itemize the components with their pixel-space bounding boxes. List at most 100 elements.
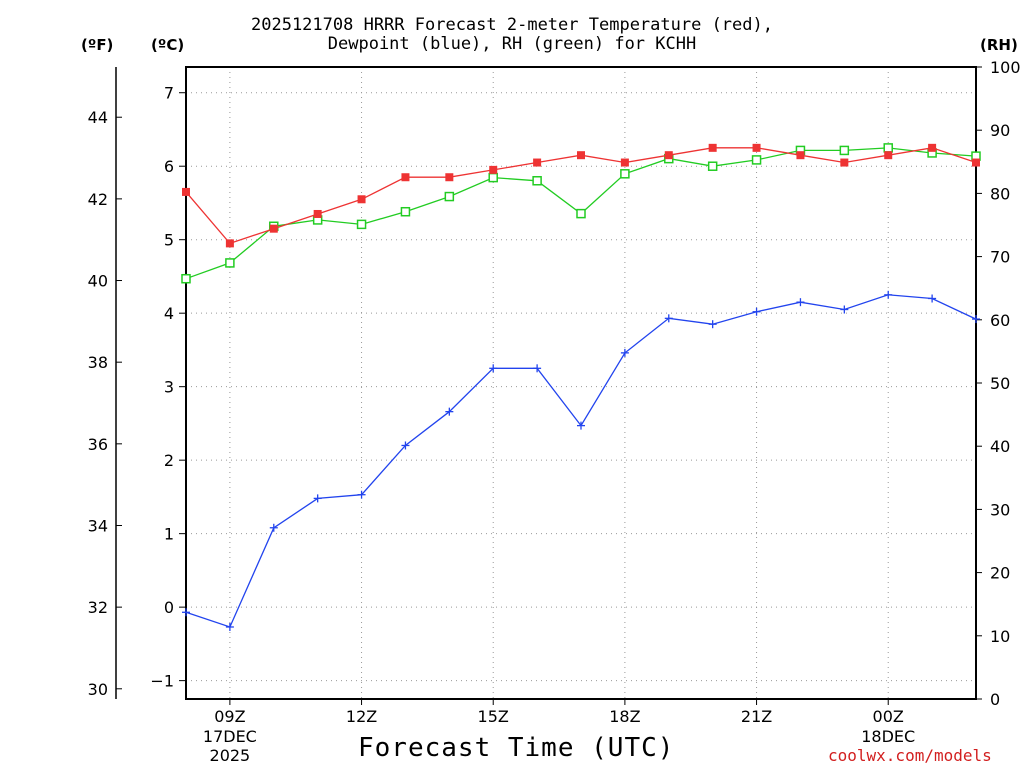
- temperature-point: [840, 158, 849, 167]
- dewpoint-line: [185, 294, 977, 628]
- fahrenheit-tick-label: 32: [88, 598, 108, 617]
- temperature-point: [972, 158, 980, 167]
- time-tick-label: 00Z: [873, 707, 904, 726]
- rh-point: [532, 176, 542, 186]
- celsius-axis: −1 0 1 2 3 4 5 6 7: [150, 84, 186, 691]
- rh-tick-label: 10: [990, 627, 1010, 646]
- fahrenheit-tick-label: 38: [88, 353, 108, 372]
- dewpoint-point: [884, 290, 893, 299]
- dewpoint-point: [269, 523, 278, 532]
- rh-tick-label: 80: [990, 184, 1010, 203]
- celsius-tick-label: 5: [164, 231, 174, 250]
- celsius-tick-label: 7: [164, 84, 174, 103]
- temperature-point: [533, 158, 542, 167]
- rh-tick-label: 30: [990, 500, 1010, 519]
- temperature-point: [664, 151, 673, 160]
- celsius-unit-label: (ºC): [151, 36, 185, 54]
- rh-point: [707, 161, 718, 171]
- dewpoint-point: [796, 298, 805, 307]
- rh-point: [839, 145, 850, 156]
- rh-point: [488, 172, 498, 183]
- rh-point: [400, 206, 411, 217]
- rh-tick-label: 20: [990, 564, 1010, 583]
- rh-unit-label: (RH): [980, 36, 1018, 54]
- dewpoint-point: [620, 348, 629, 357]
- dewpoint-point: [401, 441, 410, 450]
- fahrenheit-tick-label: 36: [88, 435, 108, 454]
- dewpoint-point: [225, 622, 234, 631]
- time-date-label: 17DEC: [203, 727, 257, 746]
- rh-point: [225, 258, 235, 268]
- time-tick-label: 18Z: [609, 707, 640, 726]
- temperature-point: [928, 143, 937, 152]
- rh-tick-label: 60: [990, 311, 1010, 330]
- temperature-point: [357, 195, 366, 204]
- time-tick-label: 15Z: [478, 707, 509, 726]
- rh-point: [576, 208, 586, 219]
- celsius-tick-label: 6: [164, 157, 174, 176]
- rh-series: [181, 143, 981, 284]
- celsius-tick-label: 3: [164, 378, 174, 397]
- temperature-point: [489, 165, 498, 174]
- grid-lines: [186, 67, 976, 699]
- dewpoint-point: [357, 490, 366, 499]
- dewpoint-point: [752, 307, 761, 316]
- time-date-label: 18DEC: [861, 727, 915, 746]
- fahrenheit-tick-label: 30: [88, 680, 108, 699]
- rh-tick-label: 70: [990, 248, 1010, 267]
- dewpoint-point: [664, 314, 673, 323]
- temperature-point: [182, 187, 190, 196]
- temperature-point: [445, 173, 454, 182]
- celsius-tick-label: 1: [164, 525, 174, 544]
- source-credit: coolwx.com/models: [828, 746, 992, 765]
- chart-title-line1: 2025121708 HRRR Forecast 2-meter Tempera…: [251, 15, 773, 35]
- dewpoint-point: [182, 608, 190, 617]
- dewpoint-point: [533, 364, 542, 373]
- rh-tick-label: 50: [990, 374, 1010, 393]
- fahrenheit-tick-label: 42: [88, 190, 108, 209]
- dewpoint-series: [182, 290, 980, 631]
- temperature-point: [620, 158, 629, 167]
- temperature-point: [313, 209, 322, 218]
- rh-tick-label: 100: [990, 58, 1021, 77]
- rh-point: [751, 155, 762, 165]
- fahrenheit-axis: 30 32 34 36 38 40 42 44: [88, 67, 122, 699]
- rh-tick-label: 90: [990, 121, 1010, 140]
- chart-title-line2: Dewpoint (blue), RH (green) for KCHH: [327, 34, 697, 54]
- rh-point: [181, 273, 191, 284]
- celsius-tick-label: 4: [164, 304, 174, 323]
- celsius-tick-label: 0: [164, 598, 174, 617]
- dewpoint-point: [928, 294, 937, 303]
- rh-point: [444, 191, 455, 202]
- temperature-point: [225, 239, 234, 248]
- temperature-point: [708, 143, 717, 152]
- plot-frame: [185, 66, 977, 700]
- dewpoint-point: [489, 364, 498, 373]
- celsius-tick-label: 2: [164, 451, 174, 470]
- rh-tick-label: 0: [990, 690, 1000, 709]
- temperature-point: [884, 151, 893, 160]
- time-tick-label: 12Z: [346, 707, 377, 726]
- dewpoint-point: [708, 320, 717, 329]
- celsius-tick-label: −1: [150, 672, 174, 691]
- temperature-point: [269, 224, 278, 233]
- time-tick-label: 21Z: [741, 707, 772, 726]
- dewpoint-point: [445, 407, 454, 416]
- fahrenheit-tick-label: 34: [88, 516, 108, 535]
- rh-point: [620, 169, 630, 179]
- rh-tick-label: 40: [990, 437, 1010, 456]
- x-axis-title: Forecast Time (UTC): [358, 733, 675, 763]
- time-tick-label: 09Z: [214, 707, 245, 726]
- rh-axis: 0 10 20 30 40 50 60 70 80 90 100: [976, 58, 1021, 709]
- temperature-point: [752, 143, 761, 152]
- dewpoint-point: [840, 305, 849, 314]
- temperature-point: [796, 151, 805, 160]
- fahrenheit-unit-label: (ºF): [81, 36, 114, 54]
- temperature-point: [401, 173, 410, 182]
- temperature-point: [577, 151, 585, 160]
- dewpoint-point: [313, 494, 322, 503]
- fahrenheit-tick-label: 40: [88, 272, 108, 291]
- temperature-line: [185, 147, 977, 245]
